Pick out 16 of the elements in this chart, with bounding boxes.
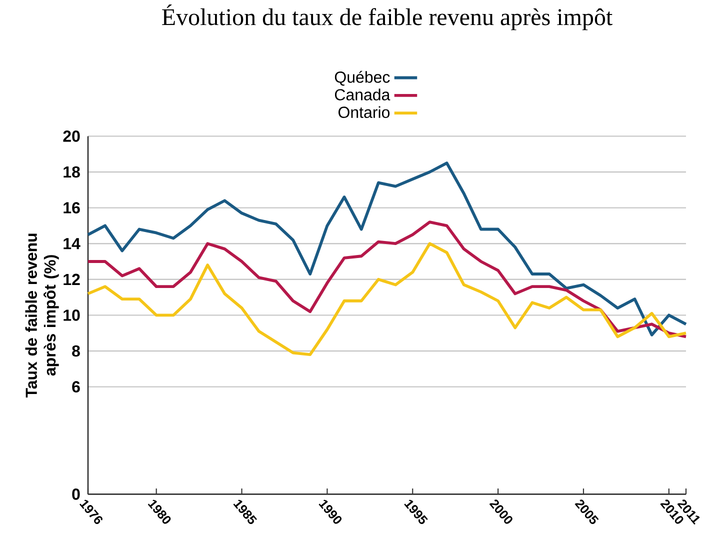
chart-title: Évolution du taux de faible revenu après impôt (162, 4, 612, 30)
y-tick-label: 6 (72, 381, 80, 392)
line-series (86, 242, 688, 356)
legend-label: Québec (334, 70, 390, 86)
y-tick-label: 8 (72, 345, 80, 357)
legend-label: Canada (334, 88, 390, 100)
y-tick-label: 16 (64, 202, 80, 214)
y-tick-label: 10 (64, 309, 80, 321)
legend-label: Ontario (338, 106, 390, 118)
y-tick-label: 12 (64, 274, 80, 285)
y-tick-label: 18 (64, 166, 80, 178)
y-tick-label: 20 (63, 130, 80, 142)
y-tick-label: 0 (72, 488, 80, 500)
y-tick-label: 14 (64, 238, 80, 250)
y-axis-title: Taux de faible revenu après impôt (%) (25, 234, 59, 398)
line-series (86, 161, 688, 336)
